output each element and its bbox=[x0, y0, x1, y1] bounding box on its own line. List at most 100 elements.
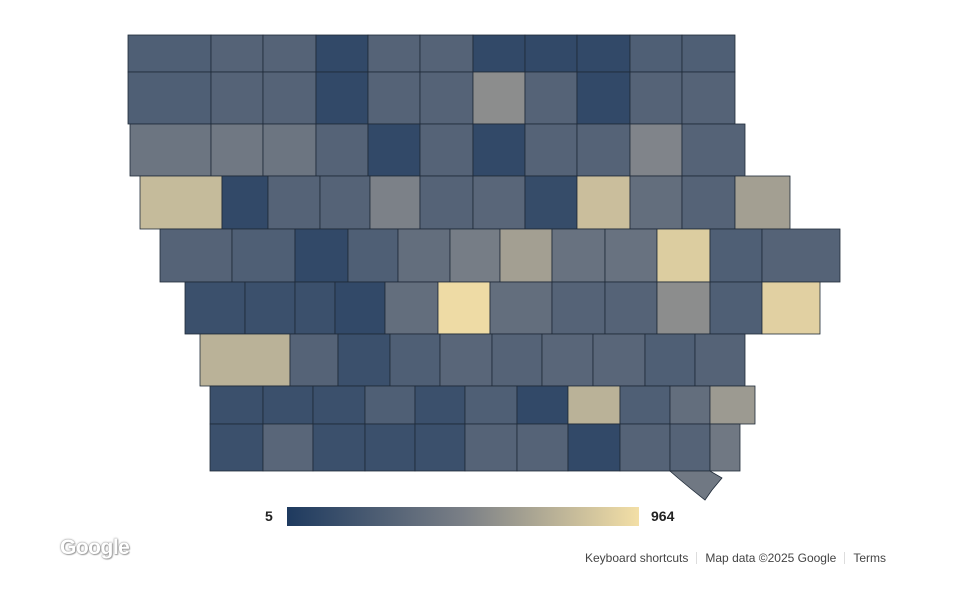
county-region[interactable] bbox=[761, 281, 821, 335]
county-region[interactable] bbox=[464, 423, 518, 472]
county-region[interactable] bbox=[337, 333, 391, 387]
county-region[interactable] bbox=[184, 281, 246, 335]
county-region[interactable] bbox=[262, 123, 317, 177]
county-region[interactable] bbox=[367, 123, 421, 177]
county-region[interactable] bbox=[312, 385, 366, 425]
county-region[interactable] bbox=[734, 175, 791, 230]
county-region[interactable] bbox=[210, 123, 264, 177]
county-region[interactable] bbox=[419, 34, 474, 73]
google-logo[interactable]: Google bbox=[60, 536, 130, 559]
county-region[interactable] bbox=[669, 423, 711, 472]
county-region[interactable] bbox=[315, 71, 369, 125]
county-region[interactable] bbox=[267, 175, 321, 230]
county-region[interactable] bbox=[576, 123, 631, 177]
county-region[interactable] bbox=[199, 333, 291, 387]
county-region[interactable] bbox=[315, 34, 369, 73]
county-region[interactable] bbox=[668, 470, 723, 501]
county-region[interactable] bbox=[159, 228, 233, 283]
county-region[interactable] bbox=[127, 34, 212, 73]
county-region[interactable] bbox=[419, 175, 474, 230]
county-region[interactable] bbox=[209, 423, 264, 472]
county-region[interactable] bbox=[619, 385, 671, 425]
county-region[interactable] bbox=[419, 123, 474, 177]
county-region[interactable] bbox=[221, 175, 269, 230]
county-region[interactable] bbox=[551, 281, 606, 335]
county-region[interactable] bbox=[439, 333, 493, 387]
county-region[interactable] bbox=[334, 281, 386, 335]
county-region[interactable] bbox=[367, 34, 421, 73]
county-region[interactable] bbox=[364, 385, 416, 425]
county-region[interactable] bbox=[129, 123, 212, 177]
county-region[interactable] bbox=[619, 423, 671, 472]
keyboard-shortcuts-link[interactable]: Keyboard shortcuts bbox=[585, 551, 689, 565]
county-region[interactable] bbox=[437, 281, 491, 335]
county-region[interactable] bbox=[369, 175, 421, 230]
county-region[interactable] bbox=[139, 175, 223, 230]
county-region[interactable] bbox=[576, 175, 631, 230]
county-region[interactable] bbox=[347, 228, 399, 283]
county-region[interactable] bbox=[541, 333, 594, 387]
county-region[interactable] bbox=[576, 71, 631, 125]
county-region[interactable] bbox=[681, 71, 736, 125]
county-region[interactable] bbox=[761, 228, 841, 283]
county-region[interactable] bbox=[231, 228, 296, 283]
county-region[interactable] bbox=[567, 423, 621, 472]
county-region[interactable] bbox=[669, 385, 711, 425]
county-region[interactable] bbox=[524, 175, 578, 230]
county-region[interactable] bbox=[644, 333, 696, 387]
county-region[interactable] bbox=[312, 423, 366, 472]
county-region[interactable] bbox=[384, 281, 439, 335]
county-region[interactable] bbox=[694, 333, 746, 387]
county-region[interactable] bbox=[472, 34, 526, 73]
county-region[interactable] bbox=[127, 71, 212, 125]
county-region[interactable] bbox=[567, 385, 621, 425]
county-region[interactable] bbox=[464, 385, 518, 425]
county-region[interactable] bbox=[629, 71, 683, 125]
county-region[interactable] bbox=[262, 71, 317, 125]
county-region[interactable] bbox=[516, 385, 569, 425]
county-region[interactable] bbox=[524, 123, 578, 177]
county-region[interactable] bbox=[472, 175, 526, 230]
county-region[interactable] bbox=[524, 34, 578, 73]
county-region[interactable] bbox=[414, 423, 466, 472]
county-region[interactable] bbox=[524, 71, 578, 125]
county-region[interactable] bbox=[209, 385, 264, 425]
county-region[interactable] bbox=[516, 423, 569, 472]
county-region[interactable] bbox=[472, 123, 526, 177]
county-region[interactable] bbox=[210, 34, 264, 73]
county-region[interactable] bbox=[551, 228, 606, 283]
county-region[interactable] bbox=[709, 423, 741, 472]
county-region[interactable] bbox=[489, 281, 553, 335]
county-region[interactable] bbox=[289, 333, 339, 387]
county-region[interactable] bbox=[491, 333, 543, 387]
county-region[interactable] bbox=[364, 423, 416, 472]
county-region[interactable] bbox=[681, 123, 746, 177]
county-region[interactable] bbox=[294, 281, 336, 335]
county-region[interactable] bbox=[449, 228, 501, 283]
county-region[interactable] bbox=[389, 333, 441, 387]
terms-link[interactable]: Terms bbox=[853, 551, 886, 565]
county-region[interactable] bbox=[629, 34, 683, 73]
county-region[interactable] bbox=[629, 175, 683, 230]
county-region[interactable] bbox=[681, 175, 736, 230]
county-region[interactable] bbox=[604, 281, 658, 335]
county-region[interactable] bbox=[576, 34, 631, 73]
county-region[interactable] bbox=[262, 385, 314, 425]
county-region[interactable] bbox=[592, 333, 646, 387]
county-region[interactable] bbox=[294, 228, 349, 283]
county-region[interactable] bbox=[397, 228, 451, 283]
county-region[interactable] bbox=[414, 385, 466, 425]
county-region[interactable] bbox=[656, 281, 711, 335]
county-region[interactable] bbox=[629, 123, 683, 177]
county-region[interactable] bbox=[709, 281, 763, 335]
county-region[interactable] bbox=[262, 423, 314, 472]
county-region[interactable] bbox=[262, 34, 317, 73]
county-region[interactable] bbox=[656, 228, 711, 283]
county-region[interactable] bbox=[681, 34, 736, 73]
county-region[interactable] bbox=[709, 228, 763, 283]
county-region[interactable] bbox=[210, 71, 264, 125]
county-region[interactable] bbox=[709, 385, 756, 425]
county-region[interactable] bbox=[315, 123, 369, 177]
